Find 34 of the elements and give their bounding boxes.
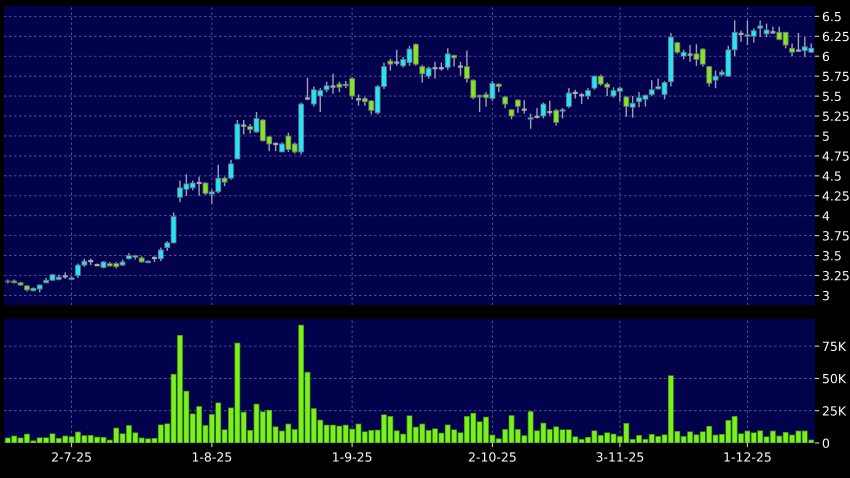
y-tick-label: 6.5 [822,12,841,22]
y-tick-label: 5.5 [822,92,841,102]
candlestick [520,99,528,114]
candlestick [578,92,586,105]
x-tick-label: 2-10-25 [468,452,516,462]
y-tick-label: 3.5 [822,251,841,260]
y-tick-label: 4.5 [822,171,841,181]
y-tick-label: 6.25 [822,32,849,42]
x-tick-label: 1-8-25 [192,452,232,462]
y-tick-label: 3 [822,290,829,300]
x-tick-label: 2-7-25 [52,452,91,462]
candlestick [514,98,521,114]
y-tick-label: 5 [822,132,829,141]
x-tick-label: 1-12-25 [724,452,771,462]
y-tick-label: 4 [822,211,830,220]
candlestick [196,176,203,196]
y-tick-label: 5.75 [822,72,849,82]
y-tick-label: 75K [822,342,846,352]
y-tick-label: 4.25 [822,191,849,201]
y-tick-label: 6 [822,52,830,62]
y-tick-label: 4.75 [822,152,849,161]
y-tick-label: 3.25 [822,270,849,280]
y-tick-label: 25K [822,406,846,416]
y-tick-label: 5.25 [822,112,849,121]
candlestick [648,79,655,97]
candlestick [757,20,764,38]
y-tick-label: 50K [822,374,846,384]
candlestick [240,119,248,136]
x-tick-label: 3-11-25 [596,452,644,462]
candlestick [502,95,508,109]
y-tick-label: 3.75 [822,231,849,241]
y-tick-label: 0 [822,438,830,448]
candlestick [546,100,554,116]
x-tick-label: 1-9-25 [333,452,372,462]
